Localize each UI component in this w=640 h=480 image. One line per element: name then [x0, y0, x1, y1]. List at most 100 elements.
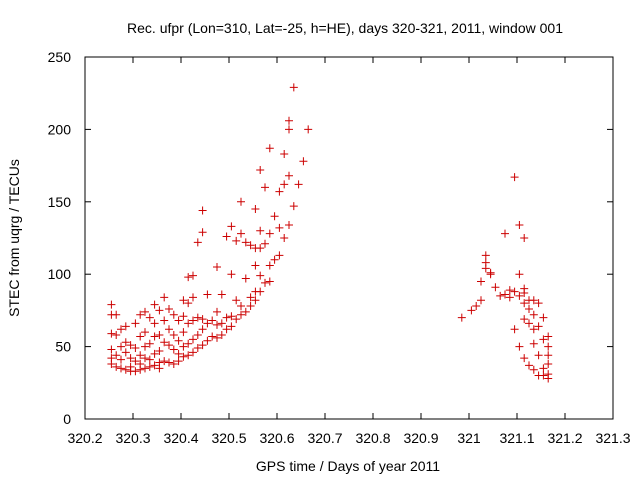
data-point [160, 293, 169, 302]
data-point [131, 319, 140, 328]
data-point [525, 304, 533, 313]
data-point [265, 261, 274, 270]
data-point [251, 261, 260, 270]
data-point [237, 310, 245, 319]
data-point [174, 357, 183, 366]
data-point [174, 336, 183, 345]
data-point [155, 306, 164, 315]
y-tick-label: 200 [48, 121, 72, 137]
data-point [294, 180, 303, 189]
data-point [198, 228, 207, 237]
data-point [544, 342, 553, 351]
data-point [117, 355, 125, 364]
data-point [112, 351, 121, 360]
data-point [477, 277, 485, 286]
x-tick-label: 321.2 [547, 430, 582, 446]
x-axis-title: GPS time / Days of year 2011 [256, 458, 440, 474]
data-point [141, 364, 149, 373]
data-point [121, 338, 130, 347]
data-point [515, 220, 524, 229]
y-tick-label: 100 [48, 266, 72, 282]
data-point [107, 345, 116, 354]
data-point [169, 310, 178, 319]
data-point [165, 358, 173, 367]
data-point [477, 296, 485, 305]
data-point [165, 341, 173, 350]
data-point [515, 342, 524, 351]
data-point [213, 333, 221, 342]
data-point [270, 212, 279, 221]
data-point [529, 365, 538, 374]
data-point [145, 313, 154, 322]
data-point [121, 322, 130, 331]
y-tick-label: 50 [55, 339, 71, 355]
data-point [289, 202, 298, 211]
data-point [265, 144, 274, 153]
data-point [150, 349, 159, 358]
y-tick-label: 250 [48, 49, 72, 65]
data-point [150, 300, 159, 309]
data-point [251, 296, 260, 305]
x-tick-label: 320.4 [163, 430, 198, 446]
data-point [184, 339, 193, 348]
data-point [232, 315, 241, 324]
data-point [529, 325, 538, 334]
data-point [112, 362, 121, 371]
data-point [160, 357, 169, 366]
data-point [467, 306, 476, 315]
data-point [539, 313, 548, 322]
data-point [241, 238, 250, 247]
data-point [237, 302, 245, 311]
x-axis-ticks: 320.2 320.3 320.4 320.5 320.6 320.7 320.8 320.9… [67, 57, 631, 446]
data-point [121, 348, 130, 357]
data-point [501, 229, 509, 238]
data-point [520, 234, 529, 242]
data-point [184, 273, 193, 282]
data-point [265, 277, 274, 286]
data-point [544, 351, 553, 360]
x-tick-label: 320.8 [355, 430, 390, 446]
data-point [208, 332, 217, 341]
data-point [169, 359, 178, 368]
data-points [107, 83, 553, 383]
data-point [174, 349, 183, 358]
data-point [155, 331, 164, 340]
data-point [126, 341, 135, 350]
data-point [198, 325, 207, 334]
data-point [217, 290, 226, 299]
x-tick-label: 320.7 [307, 430, 342, 446]
data-point [189, 335, 197, 344]
data-point [179, 296, 188, 305]
data-point [529, 310, 538, 319]
data-point [217, 319, 226, 328]
data-point [289, 83, 298, 92]
data-point [285, 125, 293, 134]
data-point [261, 239, 269, 248]
data-point [169, 331, 178, 340]
data-point [529, 339, 538, 348]
data-point [515, 291, 524, 300]
data-point [136, 332, 145, 341]
data-point [275, 223, 284, 232]
data-point [107, 300, 116, 309]
data-point [145, 339, 154, 348]
data-point [256, 165, 265, 174]
data-point [222, 325, 231, 334]
data-point [141, 354, 149, 363]
data-point [213, 307, 221, 316]
data-point [141, 328, 149, 337]
data-point [203, 319, 212, 328]
data-point [525, 361, 533, 370]
data-point [189, 348, 197, 357]
data-point [486, 270, 495, 279]
data-point [472, 302, 481, 311]
x-tick-label: 320.3 [115, 430, 150, 446]
data-point [496, 291, 505, 300]
x-tick-label: 320.9 [403, 430, 438, 446]
data-point [232, 296, 241, 305]
data-point [256, 244, 265, 253]
chart-title: Rec. ufpr (Lon=310, Lat=-25, h=HE), days… [127, 20, 563, 36]
data-point [515, 270, 524, 279]
